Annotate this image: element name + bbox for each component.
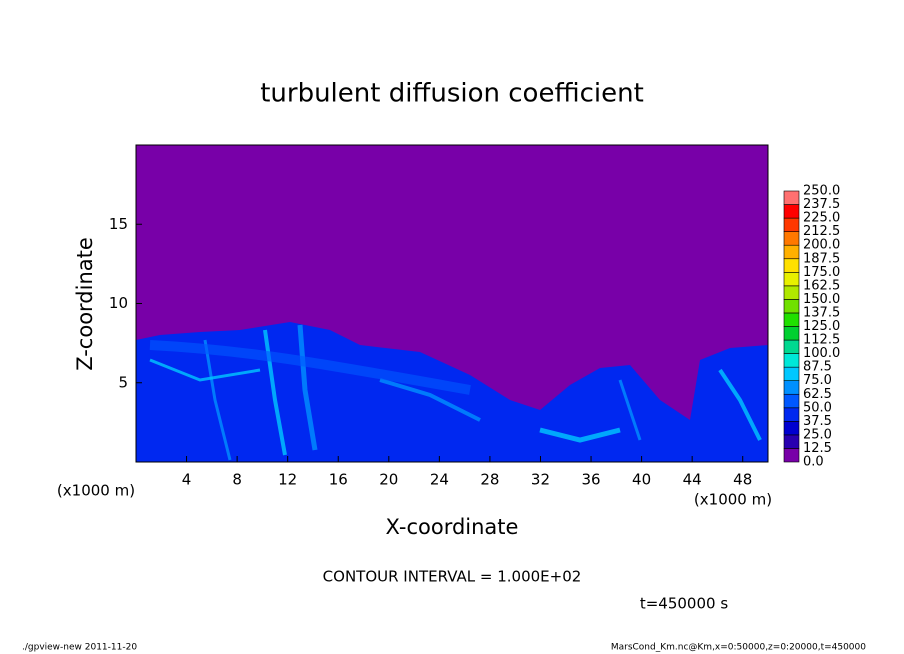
x-tick-label: 40	[632, 471, 651, 489]
colorbar-label: 100.0	[803, 346, 840, 361]
colorbar-box	[783, 421, 800, 436]
colorbar-label: 212.5	[803, 224, 840, 239]
contour-interval: CONTOUR INTERVAL = 1.000E+02	[323, 568, 582, 586]
colorbar-label: 37.5	[803, 414, 832, 429]
colorbar-label: 12.5	[803, 441, 832, 456]
x-axis-label: X-coordinate	[386, 515, 519, 539]
field-streak	[149, 340, 471, 395]
colorbar-box	[783, 271, 800, 287]
colorbar-box	[783, 366, 800, 381]
colorbar-label: 250.0	[803, 184, 840, 199]
colorbar-box	[783, 407, 800, 422]
x-tick-label: 24	[430, 471, 449, 489]
field-streak	[618, 379, 642, 441]
colorbar-label: 175.0	[803, 265, 840, 280]
x-tick-label: 32	[531, 471, 550, 489]
footer-left: ./gpview-new 2011-11-20	[22, 643, 137, 653]
y-axis-label: Z-coordinate	[73, 237, 97, 371]
colorbar-box	[783, 448, 800, 463]
x-unit: (x1000 m)	[694, 491, 772, 509]
x-tick-label: 16	[329, 471, 348, 489]
colorbar-label: 225.0	[803, 211, 840, 226]
colorbar-box	[783, 434, 800, 449]
field-streak	[718, 368, 762, 441]
colorbar-box	[783, 326, 800, 341]
colorbar-label: 162.5	[803, 278, 840, 293]
x-tick-label: 28	[480, 471, 499, 489]
y-tick-label: 10	[109, 294, 128, 312]
x-tick-label: 20	[379, 471, 398, 489]
colorbar-label: 237.5	[803, 197, 840, 212]
colorbar-label: 87.5	[803, 360, 832, 375]
colorbar-box	[783, 258, 800, 273]
colorbar-box	[783, 393, 800, 409]
colorbar-box	[783, 339, 800, 354]
field-streak	[539, 427, 621, 443]
colorbar-label: 200.0	[803, 238, 840, 253]
field-streak	[379, 378, 481, 422]
colorbar-label: 75.0	[803, 373, 832, 388]
colorbar-label: 137.5	[803, 305, 840, 320]
colorbar-label: 187.5	[803, 251, 840, 266]
x-tick-label: 4	[182, 471, 192, 489]
colorbar-box	[783, 353, 800, 368]
colorbar-box	[783, 380, 800, 395]
colorbar-box	[783, 204, 800, 219]
field-streak	[149, 358, 261, 382]
colorbar-box	[783, 231, 800, 246]
colorbar-label: 112.5	[803, 333, 840, 348]
colorbar-label: 50.0	[803, 400, 832, 415]
x-tick-label: 48	[733, 471, 752, 489]
colorbar-box	[783, 244, 800, 260]
x-tick-label: 44	[683, 471, 702, 489]
colorbar-box	[783, 285, 800, 300]
chart-title: turbulent diffusion coefficient	[260, 79, 644, 109]
y-unit: (x1000 m)	[57, 482, 135, 500]
y-tick-label: 5	[118, 373, 128, 391]
x-tick-label: 8	[232, 471, 242, 489]
colorbar-label: 0.0	[803, 455, 824, 470]
colorbar-label: 150.0	[803, 292, 840, 307]
colorbar-label: 25.0	[803, 427, 832, 442]
colorbar-box	[783, 217, 800, 232]
colorbar-box	[783, 299, 800, 314]
y-tick-label: 15	[109, 215, 128, 233]
colorbar-box	[783, 312, 800, 327]
x-tick-label: 12	[278, 471, 297, 489]
footer-right: MarsCond_Km.nc@Km,x=0:50000,z=0:20000,t=…	[611, 643, 866, 653]
x-tick-label: 36	[581, 471, 600, 489]
field-streak	[203, 339, 232, 461]
field-streak	[297, 324, 318, 451]
colorbar-box	[783, 190, 800, 205]
colorbar-label: 125.0	[803, 319, 840, 334]
colorbar-label: 62.5	[803, 387, 832, 402]
time-label: t=450000 s	[640, 595, 728, 613]
